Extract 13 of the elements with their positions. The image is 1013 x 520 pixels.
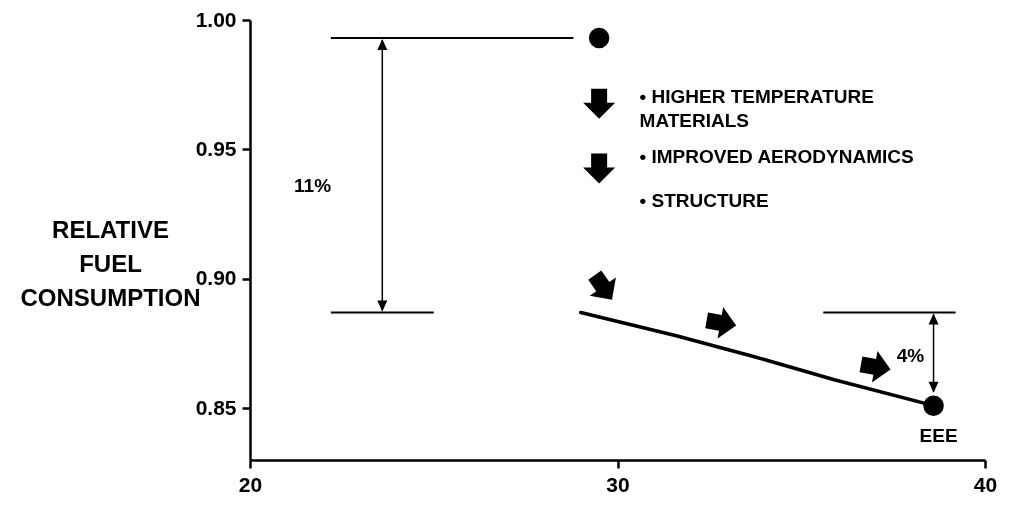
annotation: • HIGHER TEMPERATURE MATERIALS xyxy=(639,85,874,131)
annotation: EEE xyxy=(919,424,958,446)
annotation: • IMPROVED AERODYNAMICS xyxy=(639,146,914,168)
annotation: • STRUCTURE xyxy=(639,190,769,212)
y-tick-label: 1.00 xyxy=(195,7,237,31)
y-tick-label: 0.95 xyxy=(195,136,237,160)
x-tick-label: 30 xyxy=(606,472,630,496)
annotation: 11% xyxy=(294,174,332,196)
y-tick-label: 0.90 xyxy=(195,266,237,290)
annotation: 4% xyxy=(896,345,925,367)
x-tick-label: 40 xyxy=(973,472,998,496)
y-tick-label: 0.85 xyxy=(195,395,237,419)
x-tick-label: 20 xyxy=(238,472,263,496)
